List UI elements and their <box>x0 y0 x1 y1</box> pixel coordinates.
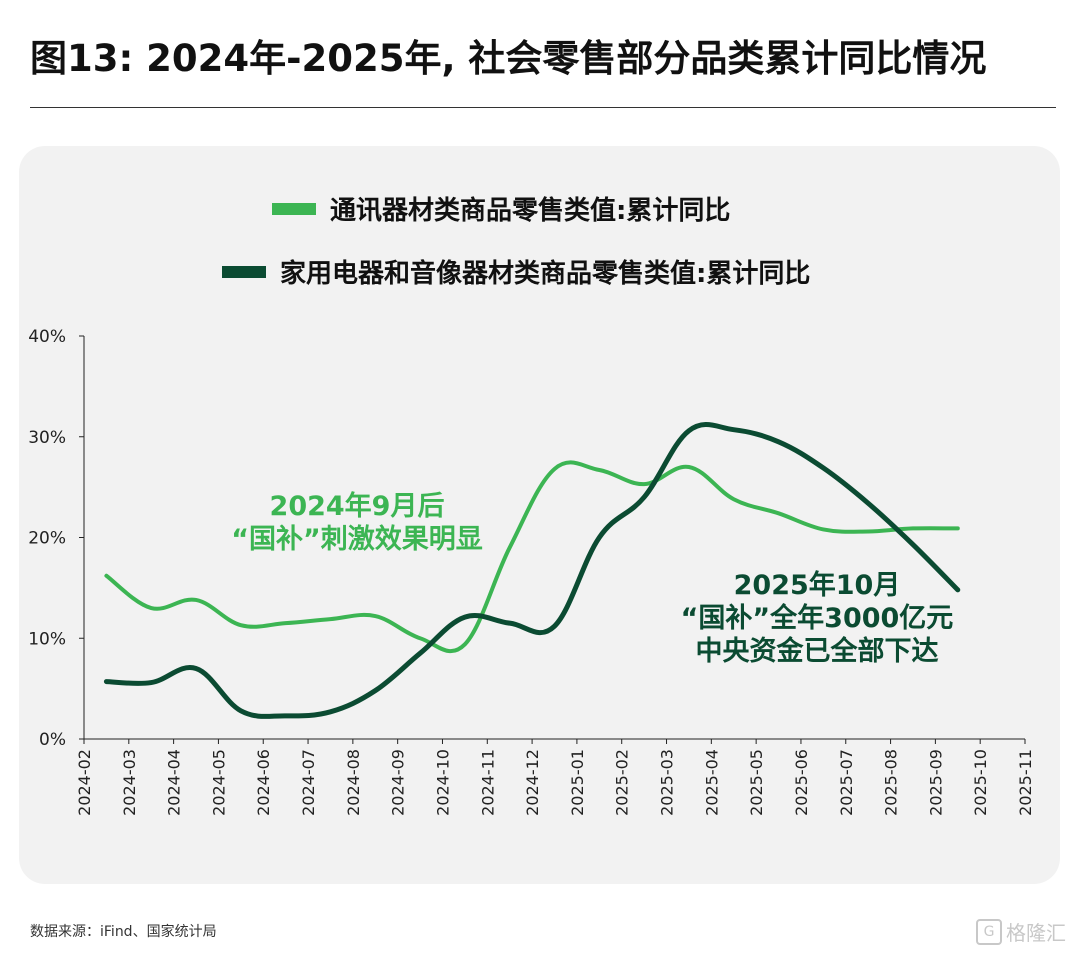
legend-label-communication: 通讯器材类商品零售类值:累计同比 <box>330 196 731 226</box>
x-tick-label: 2024-12 <box>523 749 542 816</box>
legend-label-appliances: 家用电器和音像器材类商品零售类值:累计同比 <box>280 259 811 289</box>
x-tick-label: 2024-05 <box>209 749 228 816</box>
y-tick-label: 40% <box>28 327 66 347</box>
chart-annotations: 2024年9月后“国补”刺激效果明显 2025年10月“国补”全年3000亿元中央… <box>231 490 953 667</box>
watermark: G 格隆汇 <box>976 917 1066 946</box>
x-tick-label: 2024-06 <box>254 749 273 816</box>
x-tick-label: 2024-02 <box>75 749 94 816</box>
y-tick-label: 30% <box>28 428 66 448</box>
legend-swatch-communication <box>272 202 316 215</box>
x-tick-label: 2024-03 <box>120 749 139 816</box>
source-note: 数据来源：iFind、国家统计局 <box>30 924 217 940</box>
annotation-line: “国补”刺激效果明显 <box>231 523 483 555</box>
title-divider <box>30 107 1056 108</box>
annotation-line: 中央资金已全部下达 <box>696 635 939 667</box>
watermark-text: 格隆汇 <box>1006 921 1066 945</box>
series-line-appliances <box>103 422 961 719</box>
x-tick-label: 2025-02 <box>613 749 632 816</box>
x-tick-label: 2025-06 <box>792 749 811 816</box>
x-tick-label: 2024-09 <box>389 749 408 816</box>
chart-card <box>19 146 1060 884</box>
x-tick-label: 2025-04 <box>702 749 721 816</box>
series-line-communication <box>104 460 960 653</box>
legend-item-communication: 通讯器材类商品零售类值:累计同比 <box>272 190 730 227</box>
x-tick-label: 2025-11 <box>1016 749 1035 816</box>
y-tick-label: 20% <box>28 529 66 549</box>
annotation-line: 2024年9月后 <box>270 490 445 522</box>
x-tick-label: 2025-10 <box>971 749 990 816</box>
page-title: 图13: 2024年-2025年, 社会零售部分品类累计同比情况 <box>30 37 987 80</box>
legend-swatch-appliances <box>222 265 266 278</box>
chart-axes: 0% 10% 20% 30% 40% 2024-02 2024-03 2024-04 2024-… <box>28 327 1035 816</box>
chart-lines <box>103 422 961 719</box>
x-tick-label: 2025-08 <box>882 749 901 816</box>
watermark-logo-icon: G <box>976 918 1002 945</box>
annotation-1: 2024年9月后“国补”刺激效果明显 <box>231 490 483 555</box>
x-tick-label: 2025-07 <box>837 749 856 816</box>
x-tick-label: 2025-03 <box>658 749 677 816</box>
x-tick-label: 2024-04 <box>165 749 184 816</box>
x-tick-label: 2024-07 <box>299 749 318 816</box>
y-tick-label: 10% <box>28 629 66 649</box>
x-tick-label: 2025-05 <box>747 749 766 816</box>
annotation-line: “国补”全年3000亿元 <box>681 602 954 634</box>
x-tick-label: 2025-09 <box>926 749 945 816</box>
x-tick-label: 2025-01 <box>568 749 587 816</box>
x-tick-label: 2024-10 <box>433 749 452 816</box>
y-tick-label: 0% <box>39 730 66 750</box>
x-tick-label: 2024-11 <box>478 749 497 816</box>
x-tick-label: 2024-08 <box>344 749 363 816</box>
annotation-line: 2025年10月 <box>734 569 901 601</box>
legend-item-appliances: 家用电器和音像器材类商品零售类值:累计同比 <box>222 253 810 290</box>
